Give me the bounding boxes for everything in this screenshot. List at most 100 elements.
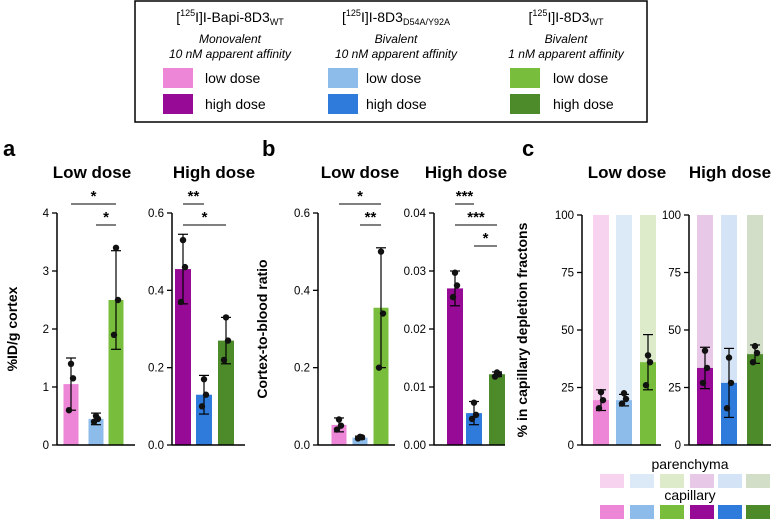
legend-swatch-pink — [163, 68, 193, 88]
data-point — [618, 400, 626, 407]
legend-col2-valency: Bivalent — [375, 32, 418, 46]
data-point — [701, 347, 709, 354]
chart-title: High dose — [425, 163, 507, 182]
legend-col3-valency: Bivalent — [545, 32, 588, 46]
data-point — [595, 405, 603, 412]
y-tick-label: 0.0 — [148, 440, 164, 452]
significance-label: * — [91, 188, 97, 205]
data-point — [727, 379, 735, 387]
panel-label-a: a — [3, 136, 16, 161]
y-tick-label: 4 — [43, 208, 50, 220]
significance-label: *** — [456, 188, 474, 205]
legend-col3-title: [125I]I-8D3WT — [529, 8, 604, 27]
y-tick-label: 0 — [568, 440, 574, 452]
chart-title: Low dose — [53, 163, 131, 182]
data-point — [379, 310, 387, 317]
bar — [88, 418, 104, 445]
data-point — [470, 399, 478, 406]
chart-a-low-dose: Low dose %ID/g cortex 0 1 2 3 4 * * — [4, 163, 135, 452]
data-point — [449, 293, 457, 301]
capillary-swatch — [718, 505, 742, 519]
significance-label: ** — [365, 209, 377, 226]
chart-title: Low dose — [321, 163, 399, 182]
data-point — [468, 415, 476, 423]
parenchyma-swatch — [718, 474, 742, 488]
capillary-swatch — [630, 505, 654, 519]
significance-label: * — [357, 188, 363, 205]
data-point — [181, 263, 189, 271]
data-point — [703, 364, 711, 372]
data-point — [198, 403, 206, 410]
data-point — [112, 244, 120, 251]
data-point — [377, 248, 385, 255]
fraction-legend: parenchyma capillary — [600, 456, 770, 519]
data-point — [620, 390, 628, 397]
data-point — [69, 375, 77, 382]
legend-swatch-blue — [328, 94, 358, 114]
legend-col3-affinity: 1 nM apparent affinity — [508, 47, 624, 61]
legend-col2-affinity: 10 nM apparent affinity — [335, 47, 458, 61]
data-point — [224, 337, 232, 344]
bar — [593, 400, 609, 445]
significance-label: *** — [467, 209, 485, 226]
data-point — [453, 282, 461, 289]
significance-label: * — [103, 209, 109, 226]
legend-swatch-dark-green — [510, 94, 540, 114]
y-tick-label: 75 — [668, 268, 681, 280]
legend-swatch-light-green — [510, 68, 540, 88]
y-tick-label: 0.00 — [404, 440, 426, 452]
y-tick-label: 50 — [668, 325, 681, 337]
y-tick-label: 3 — [43, 266, 49, 278]
data-point — [751, 342, 759, 350]
legend: [125I]I-Bapi-8D3WT Monovalent 10 nM appa… — [134, 0, 648, 123]
data-point — [177, 298, 185, 306]
data-point — [723, 405, 731, 412]
significance-label: * — [202, 209, 208, 226]
parenchyma-swatch — [600, 474, 624, 488]
legend-col2-high: high dose — [366, 96, 427, 112]
bar — [373, 307, 389, 445]
legend-col1-title: [125I]I-Bapi-8D3WT — [176, 8, 284, 27]
bar — [616, 400, 632, 445]
data-point — [220, 356, 228, 364]
data-point — [333, 426, 341, 433]
capillary-swatch — [600, 505, 624, 519]
data-point — [375, 364, 383, 371]
y-tick-label: 0.02 — [404, 324, 426, 336]
y-tick-label: 0.4 — [148, 285, 165, 297]
data-point — [222, 314, 230, 321]
legend-col1-valency: Monovalent — [199, 32, 262, 46]
legend-swatch-light-blue — [328, 68, 358, 88]
fraction-legend-parenchyma: parenchyma — [651, 456, 728, 472]
data-point — [200, 376, 208, 383]
legend-frame — [134, 0, 648, 123]
background-bar — [593, 215, 609, 445]
data-point — [472, 411, 480, 419]
legend-col3-high: high dose — [553, 96, 614, 112]
legend-swatch-purple — [163, 94, 193, 114]
y-tick-label: 100 — [662, 210, 681, 222]
y-tick-label: 0.01 — [404, 382, 426, 394]
data-point — [699, 379, 707, 387]
data-point — [599, 396, 607, 404]
fraction-legend-capillary: capillary — [664, 487, 715, 503]
capillary-swatch — [690, 505, 714, 519]
data-point — [753, 349, 761, 357]
y-tick-label: 0.0 — [294, 440, 310, 452]
legend-col3-low: low dose — [553, 70, 608, 86]
y-tick-label: 1 — [43, 382, 49, 394]
y-tick-label: 50 — [561, 325, 574, 337]
data-point — [67, 360, 75, 367]
y-tick-label: 25 — [668, 383, 681, 395]
y-tick-label: 0.4 — [294, 285, 311, 297]
legend-col2-title: [125I]I-8D3D54A/Y92A — [342, 8, 450, 27]
y-tick-label: 0 — [43, 440, 49, 452]
y-tick-label: 2 — [43, 324, 49, 336]
parenchyma-swatch — [660, 474, 684, 488]
data-point — [646, 359, 654, 366]
panel-label-c: c — [522, 136, 534, 161]
data-point — [335, 416, 343, 423]
bar — [489, 374, 505, 445]
